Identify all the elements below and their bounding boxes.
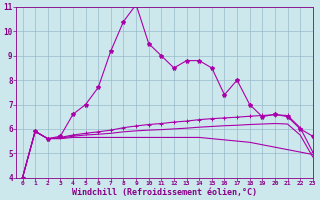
- X-axis label: Windchill (Refroidissement éolien,°C): Windchill (Refroidissement éolien,°C): [72, 188, 257, 197]
